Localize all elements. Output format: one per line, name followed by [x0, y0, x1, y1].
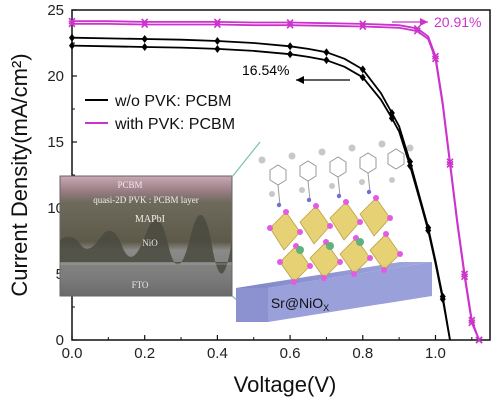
series-layer [68, 17, 483, 344]
data-point-wo-pvk [407, 161, 414, 170]
data-point-wo-pvk [323, 56, 330, 65]
x-tick-label: 0.4 [207, 345, 228, 362]
data-point-wo-pvk [69, 41, 75, 50]
y-axis-title: Current Density(mA/cm²) [7, 53, 32, 296]
data-point-wo-pvk [323, 48, 330, 57]
inset-label-pcbm: PCBM [117, 180, 142, 190]
data-point-with-pvk [359, 22, 367, 31]
x-tick-label: 0.2 [134, 345, 155, 362]
x-tick-label: 0.6 [280, 345, 301, 362]
data-point-with-pvk [431, 55, 440, 63]
data-point-with-pvk [413, 27, 421, 35]
inset-structure-label: Sr@NiOX [271, 295, 329, 313]
data-point-wo-pvk [425, 226, 432, 235]
data-point-with-pvk [68, 20, 76, 28]
y-tick-label: 20 [47, 68, 64, 85]
annotation-wo-pvk-efficiency: 16.54% [242, 62, 350, 84]
x-axis-ticks: 0.0 0.2 0.4 0.6 0.8 1.0 [62, 335, 473, 362]
y-tick-label: 25 [47, 2, 64, 19]
inset-sem-image: PCBM quasi-2D PVK : PCBM layer MAPbI NiO… [59, 175, 233, 297]
data-point-wo-pvk [141, 42, 148, 51]
data-point-with-pvk [213, 20, 221, 29]
data-point-wo-pvk [359, 73, 366, 82]
data-point-with-pvk [141, 20, 149, 29]
data-point-with-pvk [468, 319, 476, 327]
x-tick-label: 0.0 [62, 345, 83, 362]
data-point-wo-pvk [69, 33, 75, 42]
svg-text:16.54%: 16.54% [242, 62, 289, 78]
legend: w/o PVK: PCBM with PVK: PCBM [85, 93, 235, 133]
annotation-with-pvk-efficiency: 20.91% [392, 14, 481, 30]
data-point-with-pvk [475, 336, 483, 344]
data-point-wo-pvk [141, 35, 148, 44]
svg-text:20.91%: 20.91% [434, 14, 481, 30]
data-point-wo-pvk [287, 50, 294, 59]
series-line-wo-pvk-forward [71, 44, 451, 341]
data-point-with-pvk [446, 160, 454, 169]
data-point-wo-pvk [388, 114, 395, 123]
inset-label-quasi2d: quasi-2D PVK : PCBM layer [93, 195, 199, 205]
inset-connector-top [231, 141, 261, 178]
legend-label-wo-pvk: w/o PVK: PCBM [114, 93, 231, 110]
inset-label-nio: NiO [142, 238, 158, 248]
data-point-with-pvk [460, 273, 469, 281]
legend-label-with-pvk: with PVK: PCBM [114, 116, 235, 133]
data-point-with-pvk [286, 21, 294, 29]
data-point-wo-pvk [214, 44, 221, 53]
x-tick-label: 1.0 [425, 345, 446, 362]
data-point-wo-pvk [214, 37, 221, 46]
x-axis-title: Voltage(V) [234, 372, 337, 397]
data-point-wo-pvk [439, 295, 446, 304]
inset-label-fto: FTO [132, 280, 149, 290]
inset-structure-illustration: Sr@NiOX [236, 140, 432, 322]
series-line-with-pvk-forward [72, 23, 480, 341]
data-point-wo-pvk [359, 65, 366, 74]
y-tick-label: 15 [47, 134, 64, 151]
x-tick-label: 0.8 [352, 345, 373, 362]
y-tick-label: 0 [56, 332, 64, 349]
inset-label-mapbi: MAPbI [135, 214, 165, 225]
data-point-wo-pvk [287, 42, 294, 51]
